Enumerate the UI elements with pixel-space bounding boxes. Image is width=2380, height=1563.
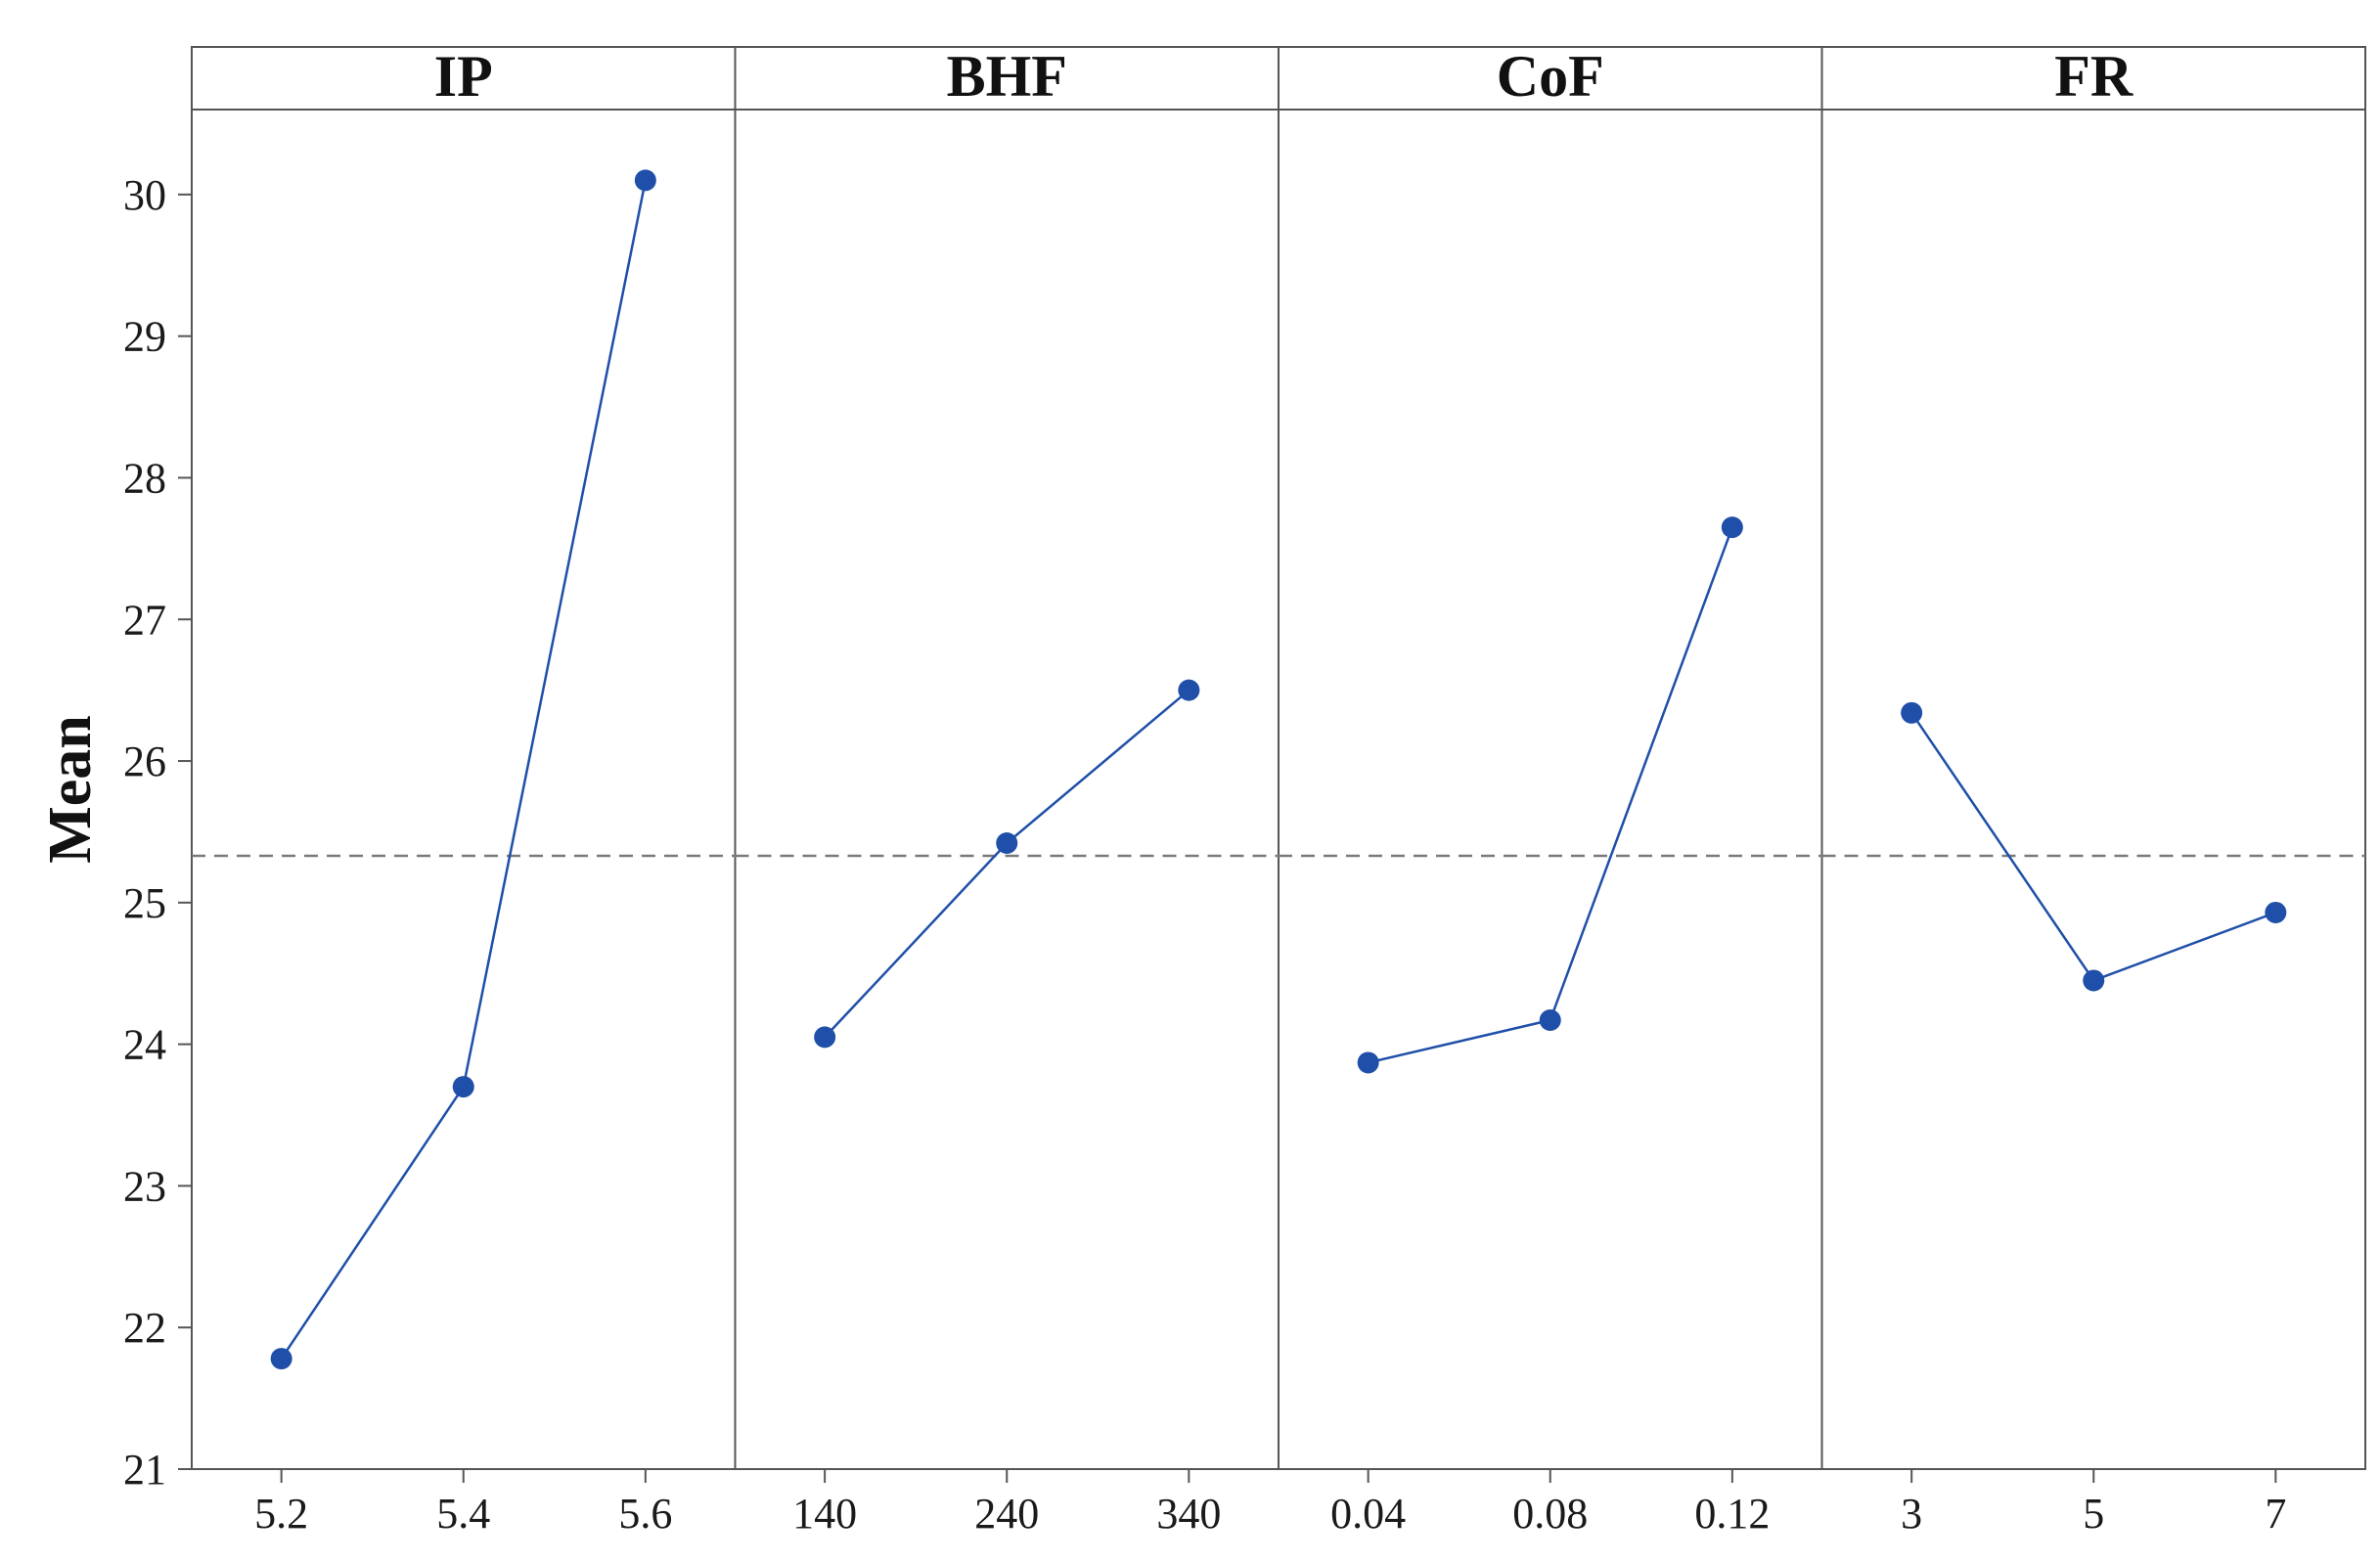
y-axis: Mean 21 22 23 24 25 26 27 28 29 30 [37, 171, 192, 1494]
series-line [824, 689, 1190, 1039]
x-axes: 5.2 5.4 5.6 140 240 340 0.04 0.08 0.12 3 5 7 [254, 1469, 2286, 1538]
x-tick-label: 5.6 [618, 1490, 672, 1538]
data-point [2083, 969, 2105, 992]
data-point [1721, 516, 1743, 539]
x-tick-label: 3 [1901, 1490, 1922, 1538]
data-point [452, 1076, 474, 1098]
panel-title: BHF [947, 44, 1067, 109]
y-tick-label: 26 [123, 737, 166, 785]
data-point [1539, 1009, 1561, 1032]
y-tick-label: 28 [123, 454, 166, 502]
data-point [634, 169, 656, 192]
panel-titles: IP BHF CoF FR [434, 44, 2133, 109]
series-line [280, 180, 648, 1360]
y-tick-label: 21 [123, 1446, 166, 1494]
data-point [1901, 701, 1923, 724]
x-tick-label: 5.4 [436, 1490, 490, 1538]
panel-title: FR [2054, 44, 2133, 109]
x-tick-label: 5.2 [254, 1490, 308, 1538]
y-tick-label: 25 [123, 879, 166, 927]
x-tick-label: 340 [1156, 1490, 1221, 1538]
data-point [270, 1348, 292, 1370]
y-tick-label: 30 [123, 171, 166, 219]
data-point [996, 832, 1018, 855]
data-point [2265, 901, 2287, 923]
x-tick-label: 5 [2083, 1490, 2104, 1538]
x-tick-label: 0.12 [1694, 1490, 1770, 1538]
data-point [1357, 1051, 1379, 1074]
x-tick-label: 140 [792, 1490, 857, 1538]
x-tick-label: 0.08 [1512, 1490, 1588, 1538]
panel-title: IP [434, 44, 493, 109]
panel-title: CoF [1497, 44, 1604, 109]
series-line [1910, 712, 2276, 982]
data-point [814, 1026, 836, 1049]
y-tick-label: 22 [123, 1304, 166, 1352]
x-tick-label: 240 [974, 1490, 1039, 1538]
y-tick-label: 27 [123, 596, 166, 644]
x-tick-label: 7 [2265, 1490, 2286, 1538]
y-tick-label: 29 [123, 313, 166, 361]
data-point [1178, 679, 1200, 701]
frame-layer [191, 46, 2366, 1470]
series-line [1368, 526, 1734, 1064]
x-tick-label: 0.04 [1330, 1490, 1406, 1538]
y-tick-label: 23 [123, 1162, 166, 1210]
y-axis-label: Mean [37, 715, 104, 864]
series-layer [270, 169, 2287, 1370]
y-tick-label: 24 [123, 1021, 166, 1069]
